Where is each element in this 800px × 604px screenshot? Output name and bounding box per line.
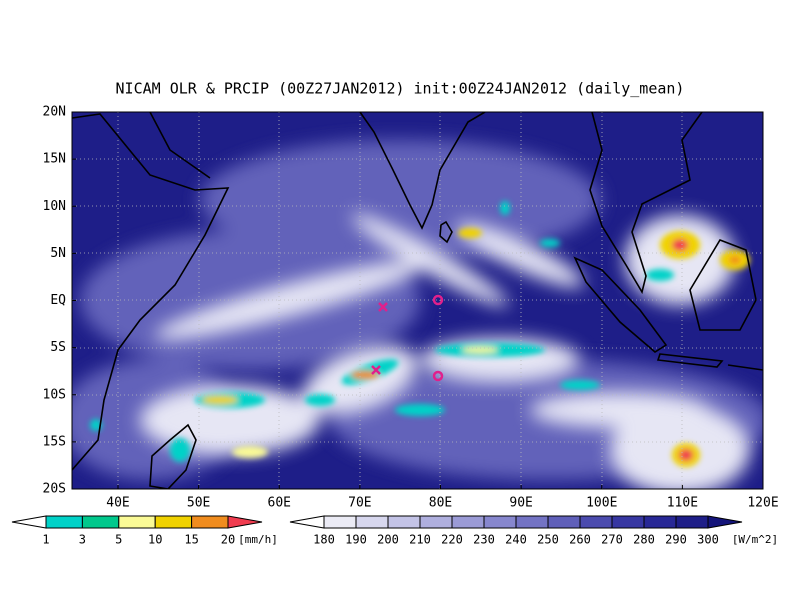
- colorbar-cell: [675, 515, 709, 529]
- colorbar-tick-label: 190: [345, 533, 367, 547]
- title: NICAM OLR & PRCIP (00Z27JAN2012) init:00…: [116, 80, 685, 98]
- lon-label: 110E: [667, 496, 698, 511]
- storm-markers: [371, 294, 444, 382]
- colorbar-tick-label: 220: [441, 533, 463, 547]
- lon-label: 40E: [106, 496, 129, 511]
- lat-label: 15S: [43, 434, 66, 449]
- colorbar-cell: [611, 515, 645, 529]
- map-field: [72, 112, 763, 489]
- lon-label: 90E: [509, 496, 532, 511]
- colorbar-cell: [643, 515, 677, 529]
- colorbar-tick-label: 240: [505, 533, 527, 547]
- lon-label: 70E: [348, 496, 371, 511]
- lon-label: 120E: [747, 496, 778, 511]
- colorbar-cell: [451, 515, 485, 529]
- colorbar-arrow: [227, 515, 263, 529]
- colorbar-tick-label: 15: [184, 533, 198, 547]
- colorbar-cell: [419, 515, 453, 529]
- colorbar-arrow: [11, 515, 47, 529]
- colorbar-tick-label: 250: [537, 533, 559, 547]
- colorbar-tick-label: 300: [697, 533, 719, 547]
- lat-label: 15N: [43, 152, 66, 167]
- lon-label: 50E: [187, 496, 210, 511]
- lat-label: 20S: [43, 482, 66, 497]
- colorbar-cell: [387, 515, 421, 529]
- coastlines: [72, 112, 763, 489]
- colorbar-cell: [579, 515, 613, 529]
- colorbar-tick-label: 200: [377, 533, 399, 547]
- colorbar-tick-label: 230: [473, 533, 495, 547]
- colorbar-tick-label: 5: [115, 533, 122, 547]
- colorbar-unit: [mm/h]: [238, 533, 278, 546]
- lat-label: 5S: [50, 340, 66, 355]
- colorbar-arrow: [289, 515, 325, 529]
- lon-label: 100E: [586, 496, 617, 511]
- colorbar-tick-label: 3: [79, 533, 86, 547]
- colorbar-cell: [483, 515, 517, 529]
- colorbar-cell: [81, 515, 120, 529]
- colorbar-tick-label: 260: [569, 533, 591, 547]
- colorbar-cell: [191, 515, 229, 529]
- lon-label: 80E: [429, 496, 452, 511]
- colorbar-tick-label: 270: [601, 533, 623, 547]
- lat-label: 10S: [43, 387, 66, 402]
- colorbar-cell: [547, 515, 581, 529]
- colorbar-tick-label: 1: [42, 533, 49, 547]
- lat-label: 5N: [50, 246, 66, 261]
- colorbar-cell: [118, 515, 156, 529]
- lat-label: 20N: [43, 105, 66, 120]
- colorbar-tick-label: 180: [313, 533, 335, 547]
- colorbar-cell: [45, 515, 83, 529]
- precip-cells: [90, 201, 750, 467]
- colorbar-cell: [323, 515, 357, 529]
- colorbar-unit: [W/m^2]: [732, 533, 778, 546]
- colorbar-tick-label: 20: [221, 533, 235, 547]
- colorbar-tick-label: 10: [148, 533, 162, 547]
- colorbar-arrow: [707, 515, 743, 529]
- colorbar-cell: [154, 515, 193, 529]
- colorbar-tick-label: 210: [409, 533, 431, 547]
- lon-label: 60E: [268, 496, 291, 511]
- colorbar-cell: [515, 515, 549, 529]
- lat-label: EQ: [50, 293, 66, 308]
- lat-label: 10N: [43, 199, 66, 214]
- colorbar-cell: [355, 515, 389, 529]
- colorbar-tick-label: 290: [665, 533, 687, 547]
- colorbar-tick-label: 280: [633, 533, 655, 547]
